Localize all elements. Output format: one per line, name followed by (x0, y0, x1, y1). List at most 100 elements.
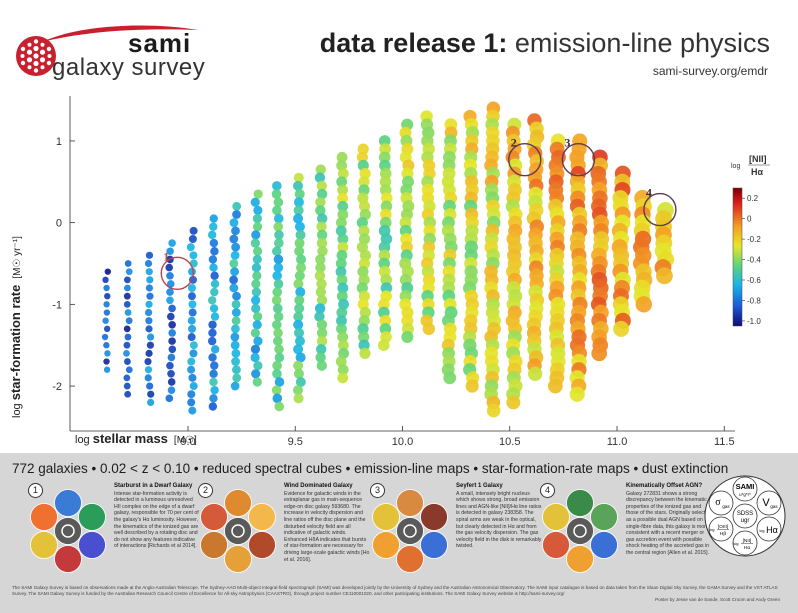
data-point (123, 349, 130, 357)
data-point (252, 222, 263, 232)
data-point (358, 290, 370, 302)
data-point (146, 276, 154, 284)
data-point (209, 369, 218, 379)
y-tick-label: -2 (52, 381, 62, 393)
data-point (316, 319, 328, 330)
data-point (144, 308, 153, 317)
data-point (101, 333, 109, 341)
data-point (231, 242, 241, 252)
data-point (123, 341, 131, 349)
data-point (103, 358, 110, 365)
data-point (272, 369, 282, 379)
data-point (168, 345, 177, 354)
data-point (294, 238, 305, 249)
panel-description: Wind Dominated Galaxy Evidence for galact… (284, 483, 370, 563)
data-point (336, 160, 348, 171)
data-point (380, 192, 393, 204)
data-point (295, 287, 306, 298)
data-point (166, 312, 175, 321)
data-point (337, 372, 349, 384)
x-label-prefix: log (75, 434, 93, 446)
data-point (168, 320, 176, 329)
data-point (380, 274, 392, 286)
map-disc (566, 545, 594, 573)
data-point (315, 254, 326, 265)
map-disc (30, 503, 58, 531)
data-point (273, 262, 284, 273)
y-label-main: star-formation rate (8, 285, 23, 401)
data-point (144, 374, 152, 382)
data-point (229, 259, 239, 268)
data-point (253, 361, 263, 371)
data-point (145, 317, 153, 325)
highlight-label: 3 (564, 136, 570, 150)
map-disc (248, 503, 276, 531)
data-point (124, 333, 132, 341)
data-point (316, 335, 328, 347)
map-disc (420, 503, 448, 531)
highlight-label: 1 (163, 249, 169, 263)
map-disc (372, 531, 400, 559)
data-point (232, 365, 241, 375)
data-point (125, 317, 133, 325)
data-point (165, 394, 174, 403)
map-disc (54, 545, 82, 573)
legend-right-sub: gas (770, 504, 778, 509)
data-point (188, 406, 197, 415)
data-point (271, 385, 282, 395)
data-point (210, 312, 220, 321)
map-disc (54, 517, 82, 545)
x-label-main: stellar mass (93, 431, 168, 446)
data-point (316, 180, 328, 192)
highlight-label: 4 (646, 186, 652, 200)
data-point (379, 314, 392, 327)
data-point (187, 398, 196, 407)
y-axis-label: log star-formation rate [M☉ yr⁻¹] (8, 236, 23, 418)
data-point (294, 295, 305, 306)
sami-logo-icon (16, 36, 56, 76)
center-marker (231, 524, 245, 538)
data-point (144, 366, 153, 374)
data-point (231, 357, 241, 366)
data-point (274, 344, 284, 355)
colorbar-tick-label: 0.2 (747, 194, 759, 203)
data-point (378, 298, 390, 311)
data-point (103, 366, 111, 373)
data-point (145, 268, 153, 276)
center-marker (61, 524, 75, 538)
data-point (229, 218, 239, 228)
panel-body: Intense star-formation activity is detec… (114, 490, 199, 550)
data-point (337, 331, 349, 343)
data-point (337, 168, 349, 180)
data-point (250, 352, 260, 363)
panel-number-badge: 2 (198, 483, 213, 498)
data-point (229, 283, 239, 293)
data-point (208, 255, 218, 264)
data-point (337, 282, 349, 294)
data-point (251, 287, 262, 297)
data-point (189, 341, 198, 350)
data-point (336, 323, 347, 335)
data-point (252, 254, 262, 265)
data-point (232, 210, 241, 219)
center-marker (403, 524, 417, 538)
colorbar-tick-label: -0.8 (747, 296, 761, 305)
title-rest: emission-line physics (507, 28, 770, 58)
highlight-circles: 1 2 3 4 (160, 136, 677, 291)
data-point (188, 324, 197, 333)
map-disc (248, 531, 276, 559)
data-point (231, 299, 241, 309)
data-point (231, 308, 241, 317)
legend-left-sub: gas (722, 504, 730, 509)
header: sami galaxy survey data release 1: emiss… (0, 0, 798, 95)
data-point (314, 303, 326, 314)
data-point (316, 295, 328, 306)
data-point (210, 279, 220, 289)
data-point (272, 360, 282, 371)
data-point (315, 344, 327, 355)
data-point (189, 349, 198, 358)
data-point (293, 368, 304, 379)
data-point (104, 350, 111, 357)
data-point (187, 357, 196, 366)
panel-body: Galaxy 272831 shows a strong discrepancy… (626, 490, 712, 556)
